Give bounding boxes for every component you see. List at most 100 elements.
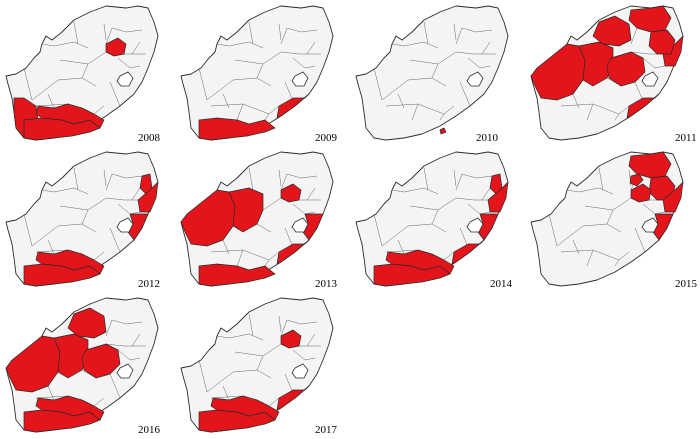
affected-region-eastern-cape-east — [276, 239, 310, 265]
district-border — [423, 21, 429, 45]
affected-region-free-state-north — [280, 329, 302, 349]
affected-region-eastern-cape-west — [35, 395, 105, 421]
map-panel-2016: 2016 — [0, 292, 175, 438]
map-panel-2014: 2014 — [350, 146, 525, 292]
district-border — [453, 169, 457, 187]
district-border — [292, 57, 316, 69]
district-border — [222, 385, 230, 401]
district-border — [306, 41, 316, 55]
map-panel-2008: 2008 — [0, 0, 175, 146]
district-border — [234, 51, 300, 65]
south-africa-map — [180, 151, 334, 287]
south-africa-map — [355, 5, 509, 141]
affected-region-eastern-cape-coast-small — [439, 127, 447, 135]
map-panel-2017: 2017 — [175, 292, 350, 438]
district-border — [439, 105, 455, 121]
affected-region-western-cape-south — [198, 409, 276, 433]
district-border — [280, 27, 318, 45]
district-border — [278, 23, 282, 41]
year-label: 2015 — [675, 278, 697, 290]
affected-region-northwest — [67, 307, 107, 339]
affected-region-northern-cape-west — [530, 43, 586, 101]
lesotho-enclave — [641, 217, 659, 233]
affected-region-eastern-cape-west — [210, 395, 280, 421]
year-label: 2017 — [315, 424, 337, 436]
map-panel-2010: 2010 — [350, 0, 525, 146]
district-border — [391, 41, 439, 49]
district-border — [73, 167, 79, 191]
district-border — [236, 249, 244, 267]
south-africa-map — [530, 151, 684, 287]
affected-region-mpumalanga — [648, 29, 676, 55]
district-border — [198, 359, 208, 393]
district-border — [292, 349, 316, 361]
district-border — [206, 77, 258, 101]
district-border — [131, 41, 141, 55]
affected-region-northwest — [592, 15, 632, 47]
district-border — [264, 251, 280, 267]
district-border — [459, 81, 471, 107]
affected-region-eastern-cape-west — [35, 249, 105, 275]
lesotho-enclave — [116, 363, 134, 379]
district-border — [586, 249, 594, 267]
year-label: 2009 — [315, 132, 337, 144]
affected-region-western-cape-south — [198, 117, 276, 141]
map-panel-2015: 2015 — [525, 146, 700, 292]
district-border — [373, 213, 383, 247]
district-border — [117, 57, 141, 69]
affected-region-eastern-cape-east — [276, 93, 310, 119]
district-border — [381, 223, 433, 247]
affected-region-western-cape-south — [23, 263, 101, 287]
affected-region-free-state — [606, 51, 646, 87]
district-border — [409, 197, 475, 211]
affected-region-eastern-cape-west — [385, 249, 455, 275]
district-border — [409, 51, 475, 65]
district-border — [278, 315, 282, 333]
lesotho-enclave — [466, 71, 484, 87]
district-border — [236, 103, 244, 121]
district-border — [453, 23, 457, 41]
district-border — [556, 223, 608, 247]
district-border — [31, 77, 83, 101]
district-border — [280, 173, 318, 191]
affected-region-western-cape-south — [198, 263, 276, 287]
district-border — [423, 167, 429, 191]
district-border — [467, 57, 491, 69]
district-border — [391, 187, 439, 195]
lesotho-enclave — [291, 217, 309, 233]
district-border — [31, 223, 83, 247]
affected-region-kwazulu-natal-north — [662, 35, 684, 67]
year-label: 2014 — [490, 278, 512, 290]
affected-region-western-cape-south — [373, 263, 451, 287]
affected-region-eastern-cape-east — [276, 385, 310, 411]
year-label: 2012 — [138, 278, 160, 290]
district-border — [216, 41, 264, 49]
district-border — [566, 187, 614, 195]
lesotho-enclave — [291, 71, 309, 87]
map-panel-2013: 2013 — [175, 146, 350, 292]
district-border — [222, 93, 230, 109]
country-outline — [355, 5, 509, 141]
district-border — [206, 369, 258, 393]
year-label: 2010 — [476, 132, 498, 144]
affected-region-gauteng — [629, 173, 644, 187]
district-border — [606, 209, 622, 233]
district-border — [248, 313, 254, 337]
district-border — [109, 373, 121, 399]
district-border — [248, 21, 254, 45]
district-border — [614, 251, 630, 267]
district-border — [598, 167, 604, 191]
district-border — [306, 333, 316, 347]
district-border — [131, 333, 141, 347]
district-border — [411, 103, 419, 121]
lesotho-enclave — [116, 71, 134, 87]
lesotho-enclave — [466, 217, 484, 233]
district-border — [81, 209, 97, 233]
south-africa-map — [5, 297, 159, 433]
district-border — [23, 67, 33, 101]
affected-region-free-state — [81, 343, 121, 379]
district-border — [131, 187, 141, 201]
district-border — [41, 41, 89, 49]
district-border — [117, 349, 141, 361]
lesotho-enclave — [641, 71, 659, 87]
